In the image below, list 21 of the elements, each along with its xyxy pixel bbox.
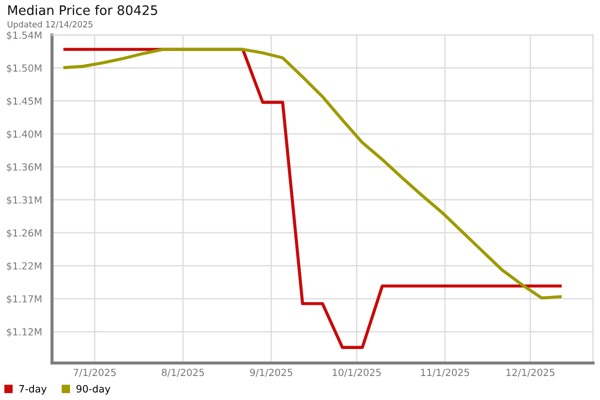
x-tick-label: 10/1/2025	[332, 368, 381, 377]
chart-subtitle: Updated 12/14/2025	[8, 21, 92, 30]
legend-label: 7-day	[19, 384, 47, 394]
y-tick-label: $1.36M	[6, 163, 42, 172]
y-tick-label: $1.26M	[6, 229, 42, 238]
y-tick-label: $1.12M	[6, 328, 42, 337]
x-tick-label: 12/1/2025	[506, 368, 554, 377]
x-tick-label: 9/1/2025	[250, 368, 292, 377]
y-tick-label: $1.54M	[6, 31, 42, 40]
chart-title: Median Price for 80425	[8, 5, 158, 16]
x-tick-label: 11/1/2025	[421, 368, 470, 377]
y-tick-label: $1.40M	[6, 130, 42, 140]
y-tick-label: $1.31M	[6, 196, 42, 205]
x-tick-label: 7/1/2025	[74, 368, 116, 377]
y-tick-label: $1.45M	[6, 97, 42, 106]
line-series	[62, 48, 564, 300]
y-tick-label: $1.50M	[6, 64, 42, 74]
legend-label: 90-day	[76, 384, 110, 394]
y-tick-label: $1.17M	[6, 295, 42, 304]
x-tick-label: 8/1/2025	[162, 368, 204, 377]
y-tick-label: $1.22M	[6, 262, 42, 271]
